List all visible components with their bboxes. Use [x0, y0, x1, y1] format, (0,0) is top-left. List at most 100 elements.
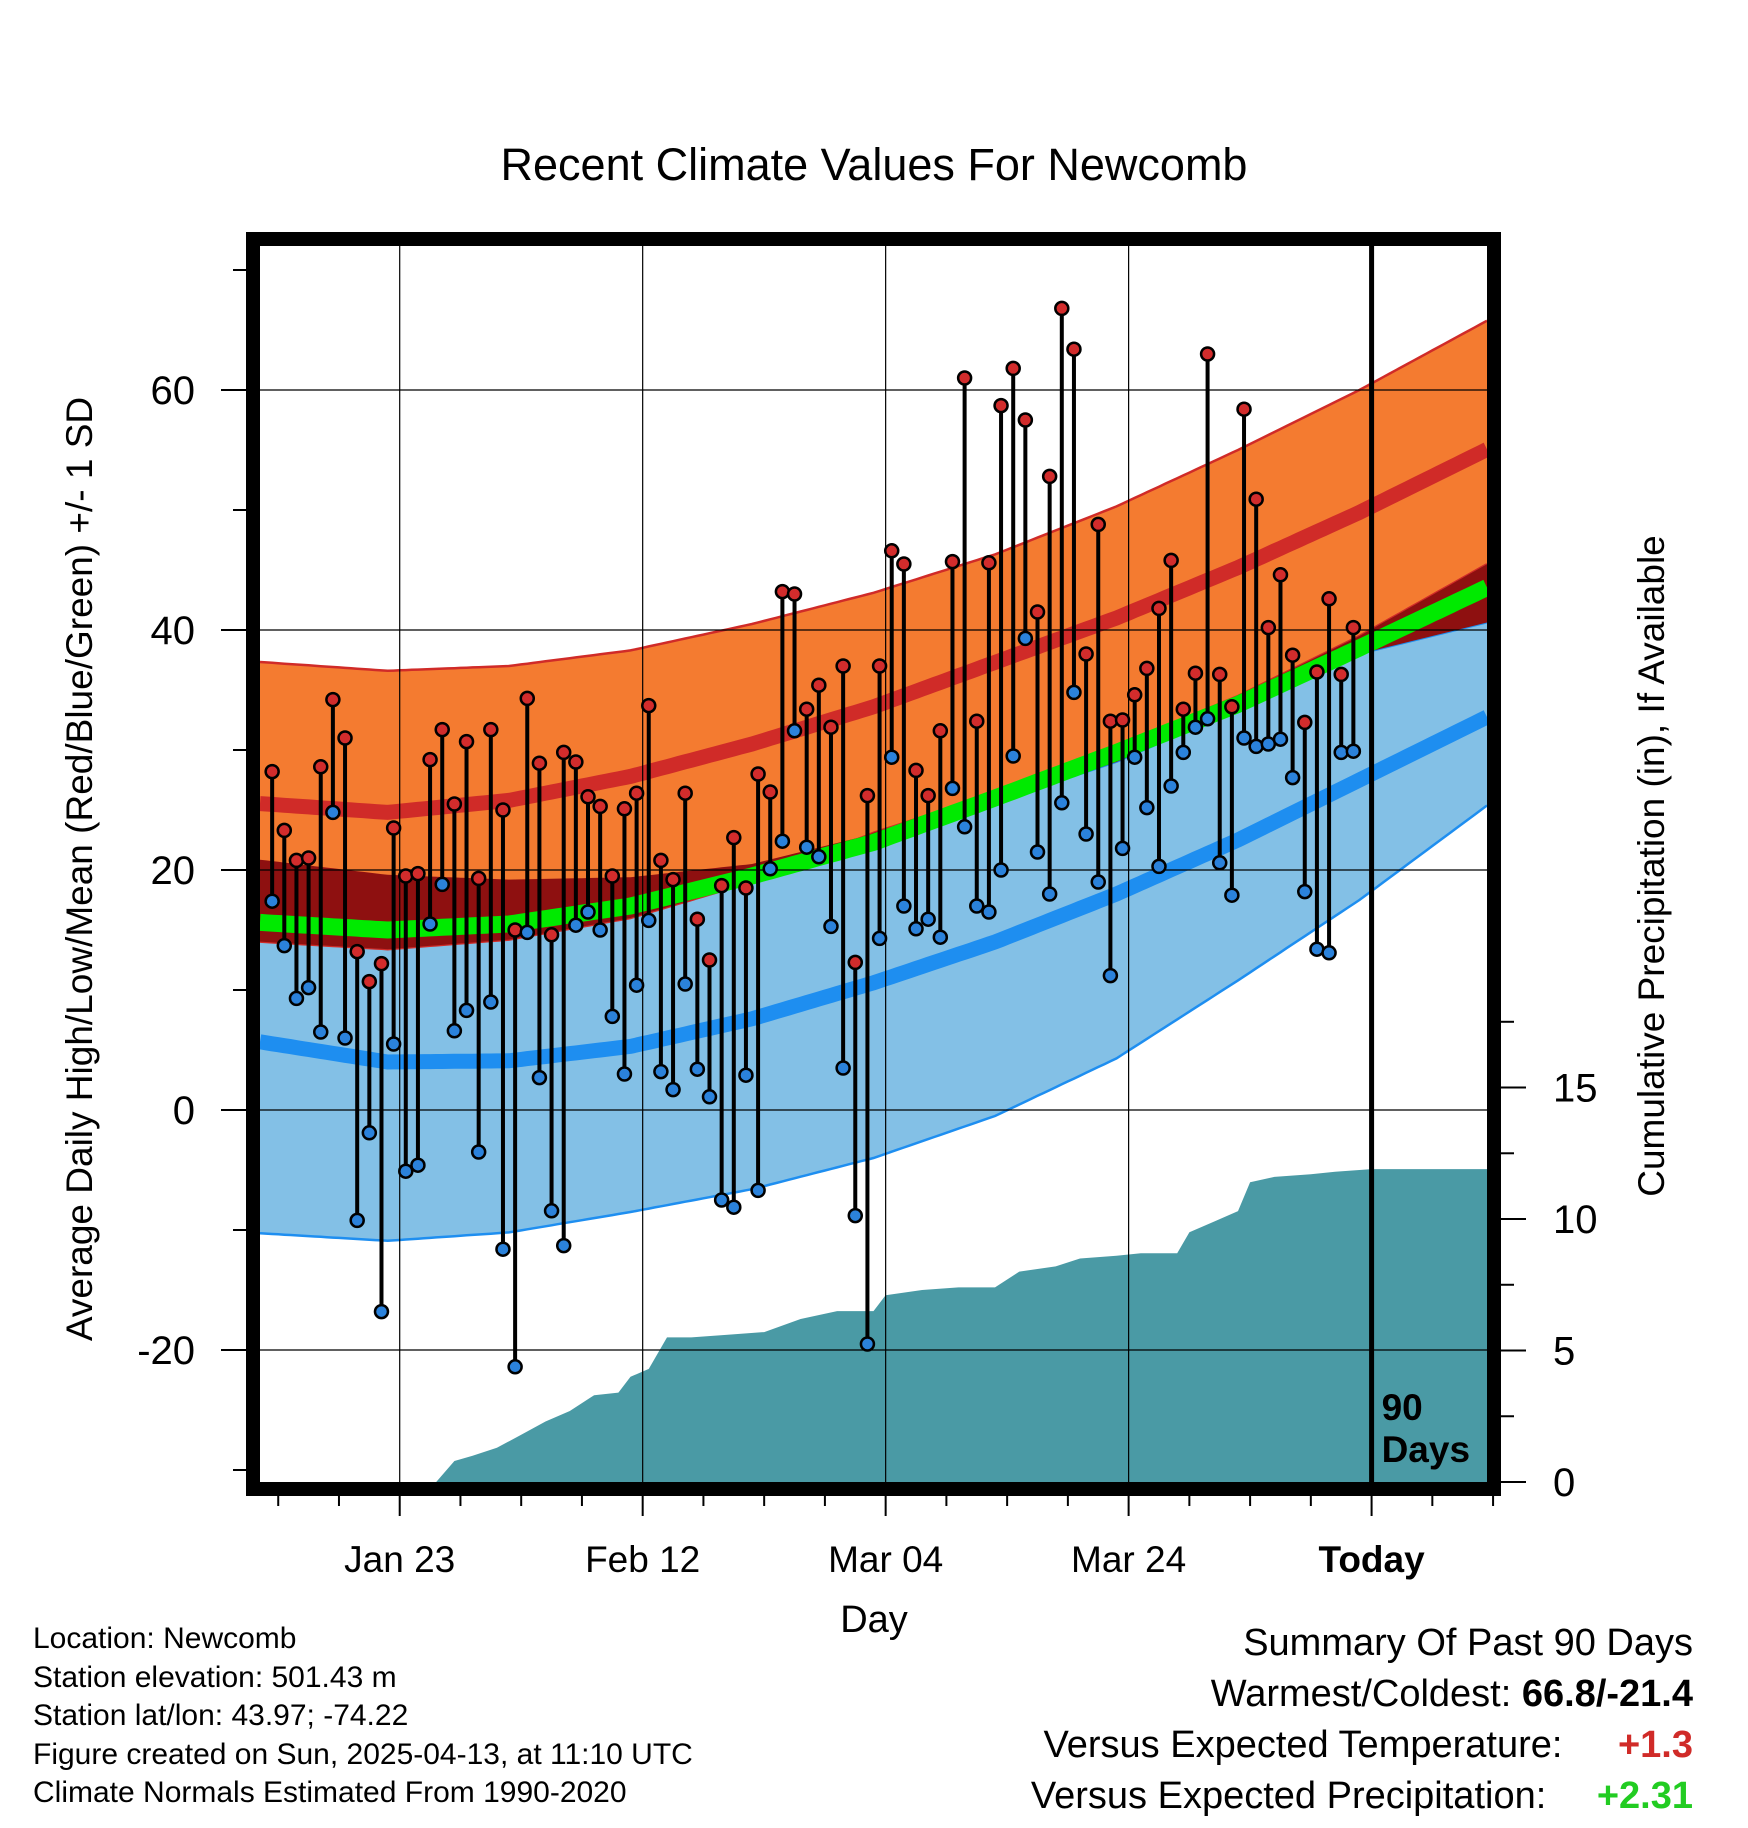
daily-low-point: [908, 921, 924, 937]
latlon-text: Station lat/lon: 43.97; -74.22: [33, 1699, 409, 1732]
x-tick-label: Jan 23: [344, 1539, 455, 1580]
daily-low-point: [1054, 795, 1070, 811]
daily-high-point: [726, 829, 742, 846]
daily-high-point: [750, 766, 766, 782]
high-plus-sd-line: [260, 319, 1487, 673]
daily-low-point: [1151, 858, 1167, 875]
daily-high-point: [507, 922, 523, 938]
y-tick-label: 60: [151, 369, 196, 413]
daily-low-point: [689, 1061, 706, 1077]
daily-high-point: [908, 762, 924, 779]
daily-low-point: [458, 1002, 475, 1019]
daily-high-point: [762, 784, 778, 800]
y2-tick-label: 5: [1553, 1330, 1575, 1374]
daily-low-point: [1090, 874, 1106, 890]
daily-low-point: [325, 804, 341, 821]
daily-high-point: [1199, 346, 1216, 362]
daily-low-point: [1224, 887, 1240, 903]
daily-low-point: [774, 833, 791, 849]
daily-low-point: [1017, 630, 1034, 647]
station-info: Location: Newcomb Station elevation: 501…: [33, 1620, 693, 1813]
daily-low-point: [1345, 743, 1362, 759]
daily-low-point: [568, 917, 584, 933]
chart-title: Recent Climate Values For Newcomb: [501, 139, 1248, 190]
plot-content: [260, 246, 1487, 1482]
daily-low-point: [519, 924, 536, 941]
daily-high-point: [883, 543, 900, 559]
temp-value: +1.3: [1617, 1724, 1693, 1766]
daily-low-point: [592, 922, 608, 938]
daily-low-point: [507, 1359, 523, 1375]
daily-low-point: [713, 1192, 730, 1208]
daily-high-point: [592, 798, 608, 815]
daily-high-point: [1151, 600, 1167, 617]
summary-title: Summary Of Past 90 Days: [1243, 1622, 1693, 1664]
daily-high-point: [859, 787, 876, 804]
daily-low-point: [677, 976, 693, 992]
today-days-label: Days: [1382, 1429, 1470, 1470]
daily-high-point: [616, 801, 633, 817]
daily-high-point: [543, 927, 560, 943]
high-mean-line: [260, 442, 1487, 820]
summary-panel: Summary Of Past 90 Days Warmest/Coldest:…: [1031, 1618, 1693, 1822]
daily-high-point: [944, 553, 961, 570]
daily-low-point: [665, 1081, 681, 1098]
daily-high-point: [665, 871, 681, 888]
x-tick-label: Mar 24: [1071, 1539, 1186, 1580]
daily-high-point: [1297, 714, 1313, 731]
daily-low-point: [883, 749, 900, 765]
daily-low-point: [920, 911, 936, 927]
daily-high-point: [288, 852, 305, 869]
daily-low-point: [1284, 769, 1301, 786]
daily-high-point: [738, 880, 754, 896]
daily-high-point: [628, 785, 645, 801]
daily-low-point: [1102, 967, 1119, 984]
daily-high-point: [1224, 699, 1240, 715]
daily-low-point: [653, 1063, 669, 1080]
daily-high-point: [1211, 666, 1228, 683]
daily-low-point: [1187, 719, 1204, 735]
created-text: Figure created on Sun, 2025-04-13, at 11…: [33, 1737, 693, 1771]
y-tick-label: 0: [173, 1089, 195, 1133]
daily-high-point: [1041, 468, 1058, 485]
normals-text: Climate Normals Estimated From 1990-2020: [33, 1776, 627, 1809]
daily-high-point: [519, 690, 536, 707]
low-minus-sd-line: [260, 804, 1487, 1243]
daily-low-point: [932, 929, 949, 945]
daily-low-point: [1078, 826, 1094, 842]
daily-low-point: [1248, 738, 1264, 755]
daily-high-point: [1309, 664, 1325, 680]
daily-high-point: [398, 868, 414, 884]
daily-low-point: [981, 904, 997, 920]
daily-high-point: [798, 701, 815, 717]
daily-low-point: [312, 1024, 329, 1040]
precip-row: Versus Expected Precipitation: +2.31: [1031, 1771, 1693, 1822]
daily-high-point: [1017, 412, 1034, 428]
daily-high-point: [446, 796, 463, 812]
today-days-number: 90: [1382, 1387, 1423, 1428]
daily-high-point: [483, 721, 499, 738]
daily-high-point: [653, 852, 669, 869]
daily-low-point: [495, 1241, 511, 1257]
daily-low-point: [361, 1125, 378, 1141]
precip-label: Versus Expected Precipitation:: [1030, 1775, 1547, 1817]
daily-high-point: [470, 870, 487, 887]
daily-high-point: [677, 785, 693, 801]
daily-high-point: [1187, 665, 1204, 681]
low-mean-line: [260, 710, 1487, 1070]
daily-low-point: [543, 1203, 560, 1219]
warmest-value: 66.8/-21.4: [1521, 1673, 1693, 1715]
daily-high-point: [458, 733, 475, 750]
daily-high-point: [641, 697, 657, 714]
daily-low-point: [410, 1157, 426, 1173]
daily-low-point: [446, 1023, 463, 1039]
precip-area: [436, 1169, 1487, 1482]
daily-high-point: [1078, 646, 1094, 662]
daily-high-point: [434, 721, 450, 738]
daily-low-point: [604, 1008, 621, 1025]
daily-low-point: [944, 780, 961, 797]
daily-high-point: [1090, 516, 1106, 533]
daily-low-point: [859, 1336, 876, 1352]
daily-low-point: [422, 916, 438, 932]
daily-high-point: [604, 868, 621, 884]
